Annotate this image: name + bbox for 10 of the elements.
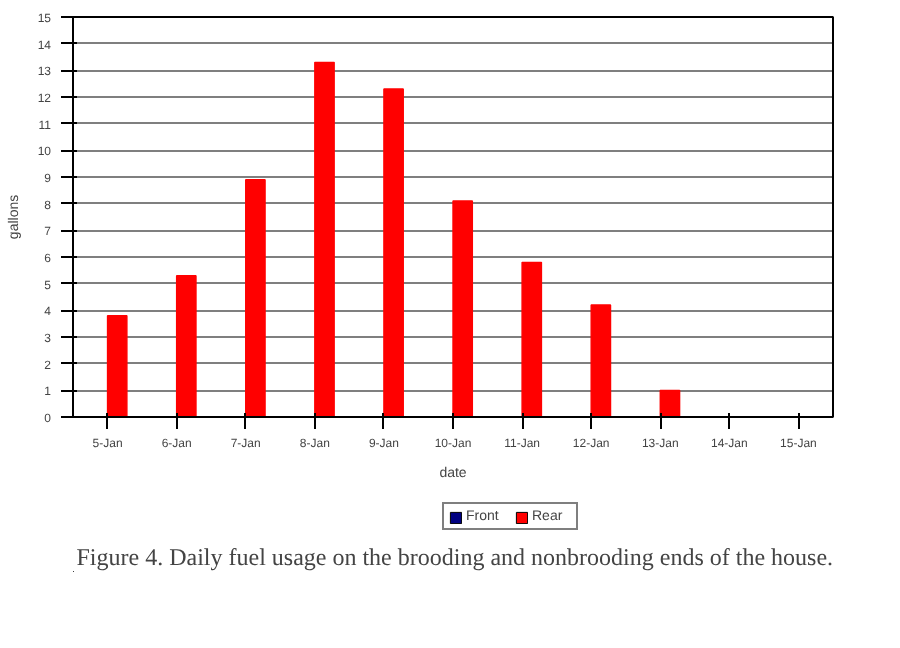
bar: [521, 261, 543, 417]
bar: [245, 178, 266, 417]
bar: [659, 389, 681, 417]
bar: [314, 61, 335, 417]
bar: [452, 200, 474, 417]
bar: [590, 304, 612, 417]
bar: [383, 88, 404, 417]
bar: [175, 274, 197, 417]
caption: Figure 4. Daily fuel usage on the brooding and nonbrooding ends of the house.: [76, 543, 834, 571]
bar: [106, 314, 128, 417]
